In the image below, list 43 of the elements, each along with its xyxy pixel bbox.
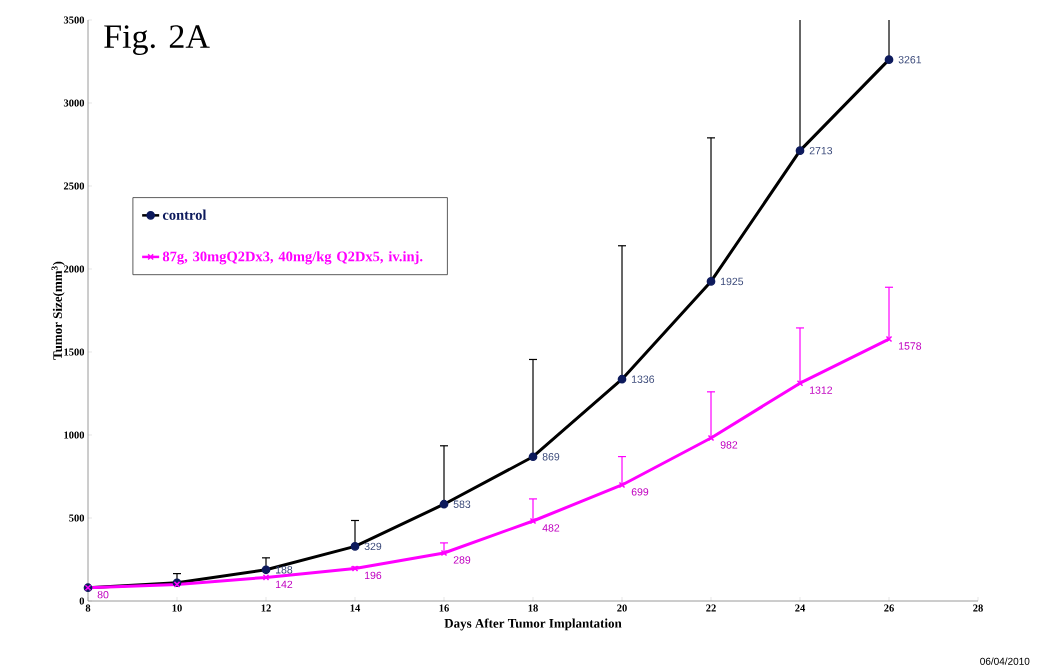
x-tick-label: 28: [973, 604, 983, 612]
chart-title: Fig. 2A: [104, 25, 210, 56]
data-label: 1925: [721, 277, 744, 286]
y-tick-label: 3000: [63, 99, 85, 107]
data-label: 699: [631, 488, 649, 496]
legend-label: control: [162, 209, 207, 220]
x-tick-label: 12: [261, 604, 271, 612]
data-label: 329: [364, 542, 382, 551]
data-label: 982: [720, 441, 738, 449]
x-tick-label: 18: [528, 604, 538, 612]
x-tick-label: 20: [617, 604, 627, 612]
x-tick-label: 8: [85, 604, 91, 612]
y-tick-label: 500: [69, 514, 85, 522]
x-axis-title: Days After Tumor Implantation: [444, 618, 622, 631]
data-label: 188: [276, 566, 293, 574]
x-tick-label: 22: [706, 604, 716, 612]
x-tick-label: 10: [172, 604, 182, 612]
data-label: 1312: [810, 386, 833, 394]
data-label: 1578: [899, 342, 922, 350]
text: 06/04/2010: [980, 657, 1030, 665]
y-tick-label: 1500: [64, 348, 85, 356]
data-label: 2713: [809, 146, 833, 155]
y-tick-label: 2000: [63, 265, 85, 273]
y-tick-label: 1000: [64, 431, 85, 439]
y-tick-label: 3500: [63, 16, 85, 24]
x-tick-label: 26: [884, 604, 894, 612]
data-label: 1336: [632, 375, 655, 383]
x-tick-label: 16: [439, 604, 449, 612]
x-tick-label: 24: [795, 604, 806, 612]
data-label: 289: [453, 556, 471, 564]
data-label: 869: [542, 453, 560, 461]
y-tick-label: 0: [79, 597, 85, 605]
data-label: 142: [276, 580, 293, 588]
x-tick-label: 14: [350, 604, 361, 612]
legend-label: 87g, 30mgQ2Dx3, 40mg/kg Q2Dx5, iv.inj.: [162, 251, 423, 265]
y-tick-label: 2500: [63, 182, 85, 190]
data-label: 3261: [898, 55, 922, 64]
data-label: 482: [542, 524, 560, 532]
point: [885, 335, 893, 343]
data-label: 583: [453, 500, 471, 508]
data-label: 80: [97, 590, 109, 599]
data-label: 196: [365, 571, 382, 580]
y-axis-title: Tumor Size(mm$^{3}$): [51, 261, 65, 360]
